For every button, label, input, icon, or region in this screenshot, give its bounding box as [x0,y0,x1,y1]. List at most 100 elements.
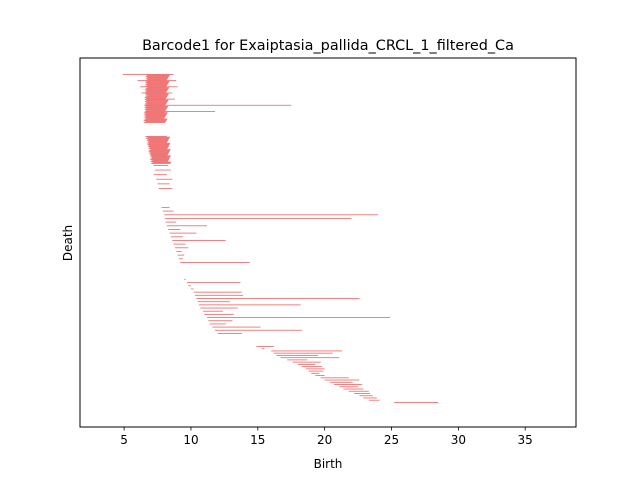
barcode-bar [193,291,242,293]
barcode-bar [217,333,242,334]
barcode-bar [154,169,171,171]
barcode-bar [146,106,169,107]
barcode-bar [152,160,169,162]
barcode-bar [176,251,182,252]
barcode-bar [150,157,170,159]
barcode-bar [145,103,167,105]
barcode-bar [149,149,171,151]
barcode-bar [174,247,189,249]
barcode-bar [315,375,325,377]
barcode-bar [147,143,170,145]
barcode-bar [145,109,166,111]
barcode-bar [145,107,168,109]
barcode-bar [145,95,168,97]
barcode-bar [311,372,320,374]
barcode-bar [146,76,169,78]
barcode-bar [145,105,165,107]
barcode-bar [148,144,170,146]
barcode-bar [146,136,170,138]
barcode-bar [149,141,168,143]
barcode-bar [301,366,322,368]
barcode-bar [146,100,168,102]
barcode-bar [180,262,250,263]
barcode-bar [152,156,171,158]
barcode-bar [164,218,352,219]
y-axis-label: Death [61,225,75,261]
barcode-bar [168,229,181,230]
barcode-bar [173,243,186,245]
barcode-bar [157,183,170,185]
barcode-bar [145,91,167,93]
barcode-bar [144,108,167,110]
barcode-bar [149,145,170,146]
barcode-bar [145,111,216,112]
barcode-bar [150,158,169,160]
barcode-bar [194,294,244,296]
barcode-bar [144,118,168,120]
x-axis-label: Birth [314,457,343,471]
barcode-bar [147,83,169,84]
barcode-bar [359,395,373,397]
barcode-bar [151,158,170,160]
barcode-bar [324,379,360,381]
barcode-bar [177,254,185,256]
barcode-bar [148,139,169,141]
barcode-bar [150,147,168,148]
barcode-bar [146,108,167,109]
barcode-bar [151,159,169,161]
barcode-bar [149,155,171,157]
barcode-bar [153,162,171,164]
barcode-bar [208,320,233,322]
barcode-bar [144,101,168,103]
x-tick-label: 25 [384,433,399,447]
barcode-bar [320,377,349,379]
barcode-bar [280,357,340,359]
barcode-bar [145,121,166,123]
barcode-bar [146,78,168,80]
barcode-bar [146,88,169,90]
x-axis: 5 10 15 20 25 30 35 [120,427,533,447]
barcode-bar [140,86,178,88]
barcode-bar [137,80,177,82]
barcode-bar [256,346,274,347]
barcode-bar [147,87,170,89]
barcode-bar [145,76,169,77]
barcode-bar [148,146,169,148]
barcode-bar [146,140,169,142]
barcode-bar [170,236,183,238]
barcode-bar [144,96,167,98]
barcode-bar [150,152,169,154]
barcode-bar [149,151,170,153]
barcode-bar [143,112,168,114]
barcode-bar [394,402,439,403]
barcode-bar [144,89,168,91]
x-tick-label: 20 [317,433,332,447]
barcode-bar [190,288,194,290]
barcode-bar [148,147,168,149]
barcode-bar [143,119,167,121]
barcode-bar [145,83,168,85]
barcode-bar [147,75,170,77]
barcode-bar [146,115,166,117]
barcode-bar [147,142,167,144]
barcode-bar [202,310,224,312]
barcode-bar [145,119,167,121]
barcode-bar [354,393,371,394]
barcode-bar [368,399,380,401]
barcode-bar [292,361,321,363]
barcode-bar [150,149,171,151]
barcode-bar [305,368,325,370]
barcode-bar [146,94,169,96]
x-tick-label: 10 [183,433,198,447]
barcode-bar [146,110,166,112]
barcode-bar [200,307,238,309]
barcode-bar [164,214,379,216]
barcode-bar [146,138,170,139]
barcode-bar [207,317,391,319]
barcode-bar [147,145,169,147]
chart-title: Barcode1 for Exaiptasia_pallida_CRCL_1_f… [142,38,514,54]
barcode-bar [153,165,169,166]
barcode-bar [172,240,226,241]
barcode-bar [145,90,168,91]
